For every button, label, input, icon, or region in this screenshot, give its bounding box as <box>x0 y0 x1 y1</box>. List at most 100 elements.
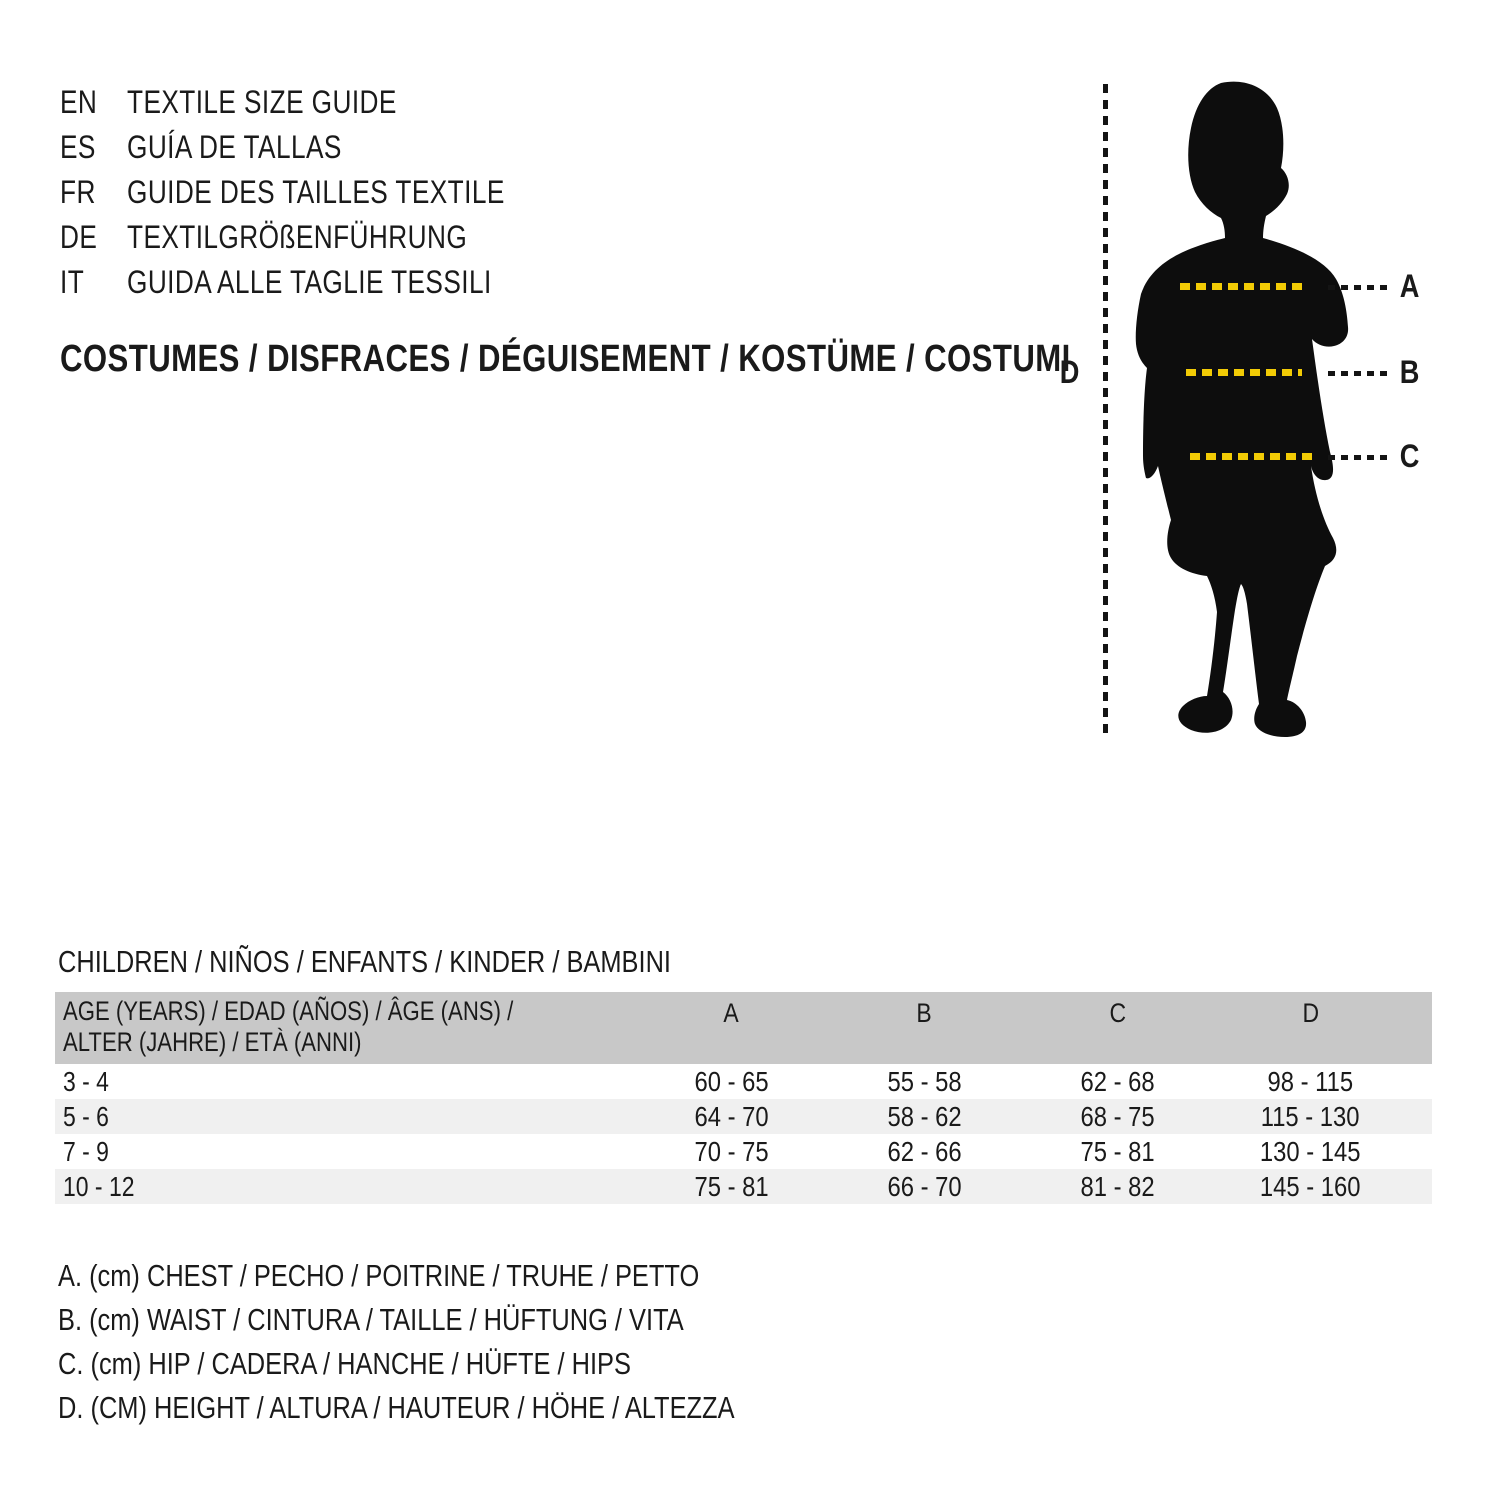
header-col-c: C <box>1021 992 1214 1029</box>
hip-cell-text: 62 - 68 <box>1080 1065 1155 1097</box>
height-cell-text: 130 - 145 <box>1260 1135 1361 1167</box>
label-waist-b: B <box>1398 354 1438 391</box>
waist-cell-text: 55 - 58 <box>887 1065 962 1097</box>
label-waist-b-text: B <box>1399 354 1420 390</box>
language-label-text: GUIDA ALLE TAGLIE TESSILI <box>127 264 492 300</box>
header-col-a: A <box>635 992 828 1029</box>
hip-measure-line <box>1190 453 1312 460</box>
label-chest-a: A <box>1398 268 1438 305</box>
waist-measure-line <box>1186 369 1302 376</box>
chest-measure-line <box>1180 283 1306 290</box>
waist-connector-line <box>1328 371 1388 376</box>
chest-cell: 64 - 70 <box>635 1101 828 1133</box>
language-code: IT <box>60 264 89 301</box>
age-cell: 7 - 9 <box>55 1136 635 1168</box>
age-cell: 3 - 4 <box>55 1066 635 1098</box>
hip-cell-text: 81 - 82 <box>1080 1170 1155 1202</box>
hip-cell: 75 - 81 <box>1021 1136 1214 1168</box>
language-label-text: TEXTILGRÖßENFÜHRUNG <box>127 219 468 255</box>
header-col-a-text: A <box>723 998 740 1028</box>
waist-cell-text: 58 - 62 <box>887 1100 962 1132</box>
waist-cell: 62 - 66 <box>828 1136 1021 1168</box>
waist-cell: 58 - 62 <box>828 1101 1021 1133</box>
chest-cell-text: 64 - 70 <box>694 1100 769 1132</box>
chest-cell-text: 70 - 75 <box>694 1135 769 1167</box>
age-cell-text: 5 - 6 <box>63 1100 109 1132</box>
language-label: GUIDA ALLE TAGLIE TESSILI <box>127 264 572 301</box>
language-label: TEXTILGRÖßENFÜHRUNG <box>127 219 542 256</box>
label-hip-c: C <box>1398 438 1438 475</box>
child-silhouette <box>1135 81 1349 738</box>
chest-cell: 75 - 81 <box>635 1171 828 1203</box>
waist-cell: 66 - 70 <box>828 1171 1021 1203</box>
height-cell: 98 - 115 <box>1214 1066 1407 1098</box>
waist-cell-text: 62 - 66 <box>887 1135 962 1167</box>
hip-cell-text: 75 - 81 <box>1080 1135 1155 1167</box>
legend-chest: A. (cm) CHEST / PECHO / POITRINE / TRUHE… <box>58 1258 840 1294</box>
label-height-d-text: D <box>1059 354 1080 390</box>
age-cell-text: 10 - 12 <box>63 1170 135 1202</box>
age-cell-text: 3 - 4 <box>63 1065 109 1097</box>
chest-cell-text: 75 - 81 <box>694 1170 769 1202</box>
height-cell: 130 - 145 <box>1214 1136 1407 1168</box>
language-label: GUIDE DES TAILLES TEXTILE <box>127 174 588 211</box>
height-cell-text: 115 - 130 <box>1261 1100 1360 1132</box>
legend-hip: C. (cm) HIP / CADERA / HANCHE / HÜFTE / … <box>58 1346 757 1382</box>
chest-cell: 70 - 75 <box>635 1136 828 1168</box>
category-title: COSTUMES / DISFRACES / DÉGUISEMENT / KOS… <box>60 338 1293 381</box>
legend-hip-text: C. (cm) HIP / CADERA / HANCHE / HÜFTE / … <box>58 1346 631 1381</box>
size-table-header: AGE (YEARS) / EDAD (AÑOS) / ÂGE (ANS) / … <box>55 992 1432 1064</box>
height-cell-text: 145 - 160 <box>1260 1170 1361 1202</box>
language-code-text: DE <box>60 219 98 255</box>
hip-connector-line <box>1328 455 1392 460</box>
legend-chest-text: A. (cm) CHEST / PECHO / POITRINE / TRUHE… <box>58 1258 700 1293</box>
children-section-title-text: CHILDREN / NIÑOS / ENFANTS / KINDER / BA… <box>58 944 672 979</box>
header-age-line1-text: AGE (YEARS) / EDAD (AÑOS) / ÂGE (ANS) / <box>63 996 514 1026</box>
language-code-text: ES <box>60 129 96 165</box>
language-code: EN <box>60 84 105 121</box>
waist-cell-text: 66 - 70 <box>887 1170 962 1202</box>
legend-waist-text: B. (cm) WAIST / CINTURA / TAILLE / HÜFTU… <box>58 1302 684 1337</box>
category-title-text: COSTUMES / DISFRACES / DÉGUISEMENT / KOS… <box>60 338 1071 380</box>
table-row: 7 - 9 70 - 75 62 - 66 75 - 81 130 - 145 <box>55 1134 1432 1169</box>
hip-cell: 62 - 68 <box>1021 1066 1214 1098</box>
language-label-text: GUIDE DES TAILLES TEXTILE <box>127 174 505 210</box>
language-label-text: GUÍA DE TALLAS <box>127 129 342 165</box>
table-row: 10 - 12 75 - 81 66 - 70 81 - 82 145 - 16… <box>55 1169 1432 1204</box>
table-row: 3 - 4 60 - 65 55 - 58 62 - 68 98 - 115 <box>55 1064 1432 1099</box>
children-size-table: AGE (YEARS) / EDAD (AÑOS) / ÂGE (ANS) / … <box>55 992 1432 1204</box>
children-section-title: CHILDREN / NIÑOS / ENFANTS / KINDER / BA… <box>58 944 806 980</box>
label-chest-a-text: A <box>1399 268 1420 304</box>
header-col-b-text: B <box>916 998 933 1028</box>
language-code-text: IT <box>60 264 85 300</box>
language-code: ES <box>60 129 104 166</box>
language-label: TEXTILE SIZE GUIDE <box>127 84 456 121</box>
label-hip-c-text: C <box>1399 438 1420 474</box>
language-code-text: FR <box>60 174 96 210</box>
header-age-line2-text: ALTER (JAHRE) / ETÀ (ANNI) <box>63 1027 362 1057</box>
height-cell: 115 - 130 <box>1214 1101 1407 1133</box>
header-col-d-text: D <box>1302 998 1319 1028</box>
language-code: FR <box>60 174 104 211</box>
height-cell: 145 - 160 <box>1214 1171 1407 1203</box>
language-label-text: TEXTILE SIZE GUIDE <box>127 84 397 120</box>
table-row: 5 - 6 64 - 70 58 - 62 68 - 75 115 - 130 <box>55 1099 1432 1134</box>
height-cell-text: 98 - 115 <box>1267 1065 1354 1097</box>
legend-height: D. (CM) HEIGHT / ALTURA / HAUTEUR / HÖHE… <box>58 1390 883 1426</box>
chest-cell-text: 60 - 65 <box>694 1065 769 1097</box>
header-age-line2: ALTER (JAHRE) / ETÀ (ANNI) <box>63 1027 635 1058</box>
hip-cell-text: 68 - 75 <box>1080 1100 1155 1132</box>
age-cell: 5 - 6 <box>55 1101 635 1133</box>
header-col-b: B <box>828 992 1021 1029</box>
legend-waist: B. (cm) WAIST / CINTURA / TAILLE / HÜFTU… <box>58 1302 821 1338</box>
language-code-text: EN <box>60 84 98 120</box>
language-label: GUÍA DE TALLAS <box>127 129 389 166</box>
header-age-cell: AGE (YEARS) / EDAD (AÑOS) / ÂGE (ANS) / … <box>55 992 635 1058</box>
label-height-d: D <box>1058 354 1098 391</box>
waist-cell: 55 - 58 <box>828 1066 1021 1098</box>
chest-cell: 60 - 65 <box>635 1066 828 1098</box>
age-cell: 10 - 12 <box>55 1171 635 1203</box>
legend-height-text: D. (CM) HEIGHT / ALTURA / HAUTEUR / HÖHE… <box>58 1390 735 1425</box>
header-col-d: D <box>1214 992 1407 1029</box>
